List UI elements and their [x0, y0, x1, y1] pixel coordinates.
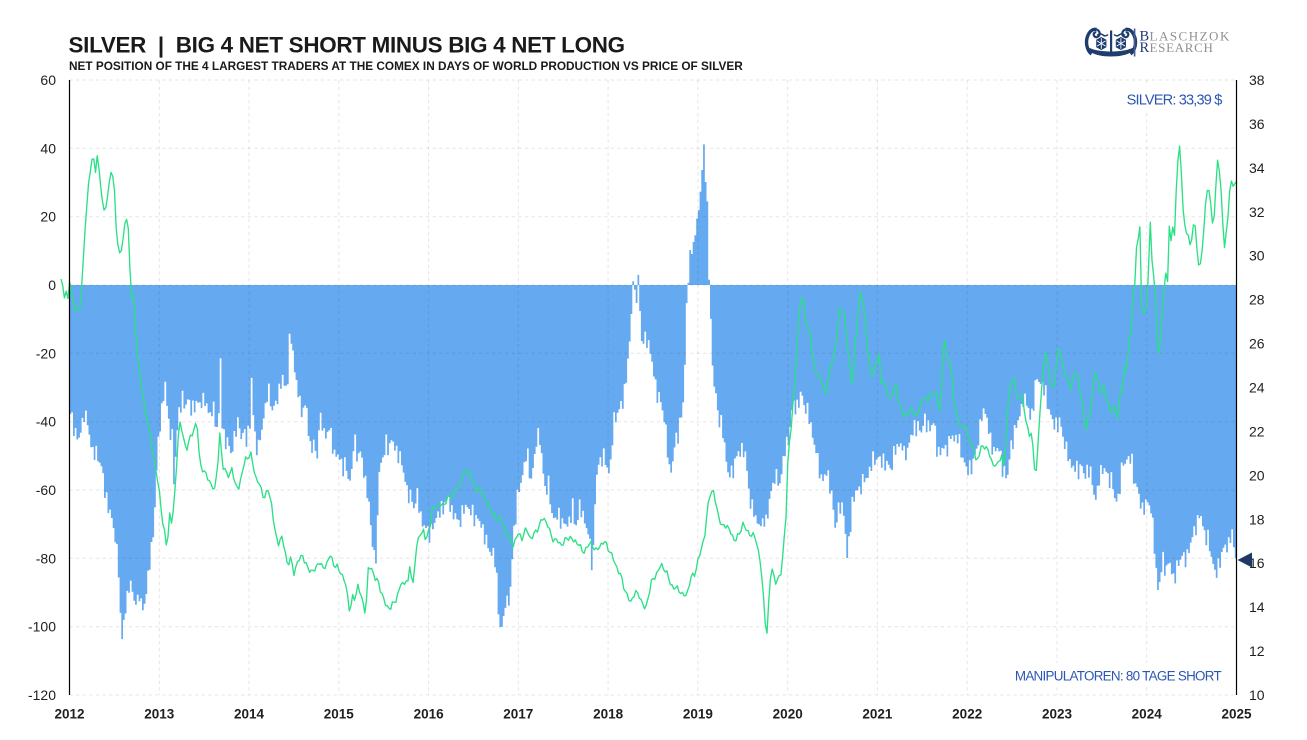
svg-text:18: 18	[1249, 511, 1265, 527]
svg-text:-60: -60	[36, 482, 56, 498]
svg-text:2012: 2012	[54, 707, 84, 722]
svg-text:14: 14	[1249, 599, 1265, 615]
svg-text:20: 20	[1249, 467, 1265, 483]
svg-text:20: 20	[40, 209, 56, 225]
svg-text:NET POSITION OF THE 4 LARGEST: NET POSITION OF THE 4 LARGEST TRADERS AT…	[69, 59, 743, 73]
svg-text:60: 60	[40, 72, 56, 88]
svg-text:-80: -80	[36, 550, 56, 566]
svg-text:2014: 2014	[234, 707, 265, 722]
svg-text:16: 16	[1249, 555, 1265, 571]
svg-text:-20: -20	[36, 345, 56, 361]
svg-text:2020: 2020	[773, 707, 803, 722]
svg-text:12: 12	[1249, 643, 1265, 659]
svg-text:2021: 2021	[862, 707, 893, 722]
svg-text:24: 24	[1249, 380, 1265, 396]
svg-text:2024: 2024	[1132, 707, 1163, 722]
svg-text:2018: 2018	[593, 707, 624, 722]
svg-text:2017: 2017	[503, 707, 533, 722]
svg-text:22: 22	[1249, 423, 1265, 439]
svg-text:SILVER | BIG 4 NET SHORT MIN: SILVER | BIG 4 NET SHORT MINUS BIG 4 NET…	[69, 33, 625, 58]
svg-text:32: 32	[1249, 204, 1265, 220]
svg-text:B: B	[1140, 28, 1150, 44]
svg-text:0: 0	[48, 277, 56, 293]
svg-text:28: 28	[1249, 292, 1265, 308]
svg-text:26: 26	[1249, 336, 1265, 352]
svg-text:R: R	[1140, 40, 1150, 56]
svg-text:40: 40	[40, 140, 56, 156]
svg-text:LASCHZOK: LASCHZOK	[1150, 28, 1231, 43]
svg-text:2015: 2015	[324, 707, 355, 722]
svg-text:2016: 2016	[414, 707, 445, 722]
svg-text:38: 38	[1249, 72, 1265, 88]
svg-text:30: 30	[1249, 248, 1265, 264]
svg-text:2019: 2019	[683, 707, 713, 722]
svg-text:SILVER: 33,39 $: SILVER: 33,39 $	[1127, 93, 1223, 109]
svg-text:2013: 2013	[144, 707, 175, 722]
svg-text:-120: -120	[28, 687, 56, 703]
svg-text:2025: 2025	[1221, 707, 1252, 722]
svg-text:36: 36	[1249, 116, 1265, 132]
svg-text:10: 10	[1249, 687, 1265, 703]
svg-text:-40: -40	[36, 414, 56, 430]
svg-text:2022: 2022	[952, 707, 982, 722]
svg-text:-100: -100	[28, 619, 56, 635]
svg-text:2023: 2023	[1042, 707, 1073, 722]
svg-text:MANIPULATOREN: 80 TAGE SHORT: MANIPULATOREN: 80 TAGE SHORT	[1015, 669, 1222, 684]
svg-text:ESEARCH: ESEARCH	[1150, 40, 1214, 55]
svg-text:34: 34	[1249, 160, 1265, 176]
